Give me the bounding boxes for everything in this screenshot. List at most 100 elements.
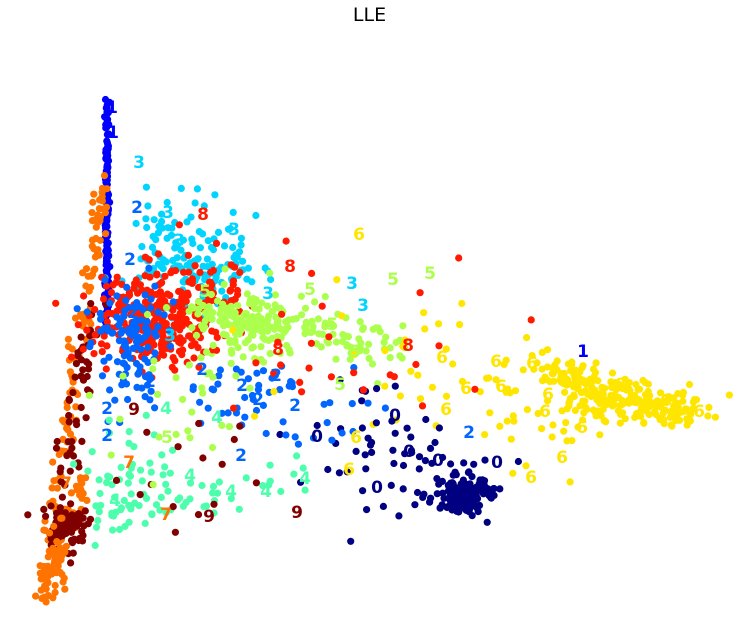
scatter-point-class-0 — [446, 483, 454, 492]
scatter-point-class-8 — [435, 342, 443, 350]
scatter-point-class-8 — [175, 221, 183, 229]
scatter-point-class-5 — [359, 324, 367, 332]
scatter-point-class-3 — [144, 202, 152, 210]
scatter-point-class-6 — [679, 388, 688, 396]
scatter-point-class-5 — [186, 434, 194, 442]
scatter-point-class-4 — [174, 496, 182, 504]
scatter-point-class-0 — [359, 487, 367, 495]
scatter-point-class-0 — [490, 491, 498, 499]
scatter-point-class-3 — [211, 191, 219, 199]
scatter-point-class-2 — [122, 380, 131, 388]
scatter-point-class-8 — [416, 289, 424, 297]
scatter-point-class-5 — [355, 335, 363, 343]
scatter-point-class-7 — [45, 529, 54, 537]
scatter-point-class-2 — [96, 309, 104, 318]
scatter-point-class-9 — [73, 421, 81, 429]
scatter-point-class-6 — [685, 380, 694, 389]
scatter-point-class-6 — [270, 388, 278, 396]
scatter-point-class-0 — [358, 424, 366, 432]
scatter-point-class-1 — [103, 260, 112, 268]
scatter-point-class-5 — [303, 320, 311, 328]
scatter-point-class-8 — [282, 237, 290, 245]
scatter-point-class-6 — [640, 419, 648, 427]
scatter-point-class-2 — [147, 295, 155, 303]
scatter-point-class-5 — [195, 298, 203, 306]
scatter-point-class-2 — [349, 427, 357, 436]
scatter-point-class-3 — [201, 272, 209, 280]
scatter-point-class-5 — [346, 343, 354, 351]
scatter-point-class-5 — [261, 335, 269, 343]
scatter-point-class-4 — [186, 479, 195, 487]
scatter-point-class-4 — [111, 493, 119, 501]
scatter-point-class-9 — [252, 479, 260, 487]
scatter-point-class-0 — [391, 429, 399, 437]
scatter-point-class-0 — [448, 506, 456, 514]
scatter-point-class-5 — [234, 302, 242, 310]
scatter-point-class-0 — [470, 460, 478, 468]
scatter-point-class-5 — [368, 360, 377, 368]
scatter-point-class-8 — [154, 250, 162, 258]
scatter-point-class-5 — [208, 315, 216, 323]
scatter-point-class-7 — [64, 335, 72, 343]
scatter-point-class-3 — [252, 211, 260, 220]
scatter-point-class-9 — [174, 443, 182, 451]
scatter-point-class-0 — [336, 376, 344, 384]
scatter-point-class-2 — [216, 366, 224, 374]
scatter-point-class-9 — [67, 559, 75, 567]
scatter-point-class-4 — [130, 443, 138, 451]
scatter-point-class-0 — [428, 459, 436, 467]
scatter-point-class-9 — [78, 527, 86, 536]
scatter-point-class-0 — [347, 537, 355, 545]
scatter-point-class-7 — [64, 426, 72, 434]
scatter-point-class-5 — [162, 304, 171, 312]
scatter-point-class-2 — [151, 404, 159, 412]
scatter-point-class-5 — [192, 331, 201, 339]
digit-label: 3 — [164, 326, 176, 346]
scatter-point-class-6 — [381, 347, 389, 355]
scatter-point-class-6 — [608, 369, 617, 377]
scatter-point-class-5 — [244, 324, 253, 332]
digit-label: 0 — [403, 442, 415, 462]
scatter-point-class-4 — [277, 487, 285, 496]
scatter-point-class-6 — [435, 320, 443, 328]
scatter-point-class-6 — [570, 391, 578, 399]
scatter-point-class-3 — [142, 183, 150, 191]
scatter-point-class-9 — [40, 505, 48, 513]
scatter-point-class-0 — [514, 457, 523, 466]
scatter-point-class-0 — [463, 480, 471, 489]
digit-label: 2 — [144, 372, 156, 392]
scatter-point-class-8 — [180, 268, 188, 276]
scatter-point-class-7 — [85, 287, 93, 295]
digit-label: 7 — [60, 474, 72, 494]
scatter-point-class-2 — [121, 307, 129, 315]
scatter-point-class-0 — [433, 475, 441, 483]
scatter-point-class-6 — [558, 407, 566, 415]
scatter-point-class-9 — [87, 300, 95, 308]
scatter-point-class-2 — [338, 429, 346, 437]
scatter-point-class-8 — [236, 268, 244, 276]
scatter-point-class-6 — [623, 399, 631, 407]
scatter-point-class-0 — [439, 453, 447, 462]
scatter-point-class-5 — [266, 350, 274, 358]
scatter-point-class-9 — [77, 333, 85, 341]
scatter-point-class-8 — [80, 292, 88, 300]
scatter-point-class-9 — [73, 517, 82, 525]
digit-label: 9 — [291, 503, 303, 523]
scatter-point-class-5 — [250, 325, 258, 334]
scatter-point-class-4 — [166, 469, 174, 477]
scatter-point-class-0 — [399, 485, 407, 493]
scatter-point-class-0 — [411, 501, 419, 509]
digit-label: 6 — [460, 379, 472, 399]
scatter-point-class-5 — [188, 408, 196, 416]
scatter-point-class-8 — [102, 365, 110, 373]
scatter-point-class-8 — [191, 262, 199, 270]
scatter-point-class-2 — [130, 318, 138, 326]
scatter-point-class-7 — [72, 403, 80, 411]
scatter-point-class-7 — [50, 550, 58, 559]
scatter-point-class-3 — [183, 218, 191, 226]
scatter-point-class-5 — [276, 349, 284, 357]
scatter-point-class-2 — [204, 404, 212, 412]
scatter-point-class-2 — [105, 353, 113, 361]
scatter-point-class-7 — [91, 265, 99, 273]
